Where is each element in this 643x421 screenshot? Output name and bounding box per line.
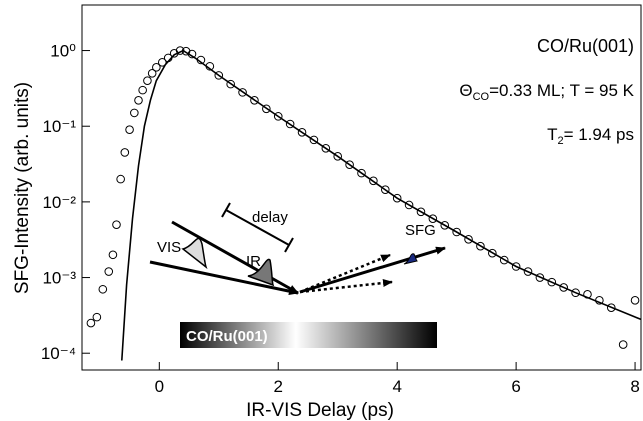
data-point — [511, 262, 521, 271]
data-point — [273, 112, 283, 121]
annotation-part: T — [547, 125, 557, 144]
data-point — [226, 79, 235, 89]
dotted-beam — [299, 253, 391, 294]
sfg-pulse — [403, 253, 418, 265]
annotation-part: = 1.94 ps — [564, 125, 634, 144]
data-point — [134, 96, 143, 105]
plot-frame — [81, 4, 642, 371]
y-tick-label: 10⁻³ — [42, 269, 76, 288]
data-point — [321, 144, 331, 153]
data-point — [285, 119, 295, 129]
y-tick-label: 10⁻² — [42, 193, 76, 212]
data-point — [464, 235, 473, 244]
surface-bar — [180, 322, 437, 348]
data-point — [440, 221, 450, 230]
delay-bracket — [225, 209, 290, 246]
sfg-label: SFG — [405, 222, 436, 239]
data-point — [130, 108, 139, 118]
vis-pulse — [181, 237, 208, 270]
data-point — [297, 128, 307, 137]
data-point — [250, 96, 259, 105]
data-point — [606, 303, 616, 312]
annotation: CO/Ru(001) — [537, 36, 634, 56]
x-axis-label: IR-VIS Delay (ps) — [246, 400, 394, 421]
y-tick-label: 10⁻⁴ — [41, 344, 76, 363]
data-point — [630, 296, 640, 305]
data-point — [416, 207, 426, 217]
annotation: ΘCO=0.33 ML; T = 95 K — [459, 81, 634, 103]
data-point — [104, 267, 114, 276]
data-point — [571, 288, 580, 298]
data-point — [98, 284, 108, 294]
data-point — [125, 125, 134, 134]
annotation-part: =0.33 ML; T = 95 K — [489, 81, 635, 100]
y-axis-label: SFG-Intensity (arb. units) — [12, 82, 33, 294]
x-tick-label: 6 — [511, 377, 520, 396]
x-tick-label: 4 — [392, 377, 401, 396]
data-point — [535, 273, 545, 282]
beam — [171, 220, 299, 295]
surface-label: CO/Ru(001) — [186, 328, 268, 345]
data-point — [333, 152, 343, 161]
data-point — [428, 214, 438, 223]
data-point — [547, 277, 557, 287]
data-point — [357, 168, 366, 178]
data-point — [499, 255, 509, 265]
data-point — [476, 241, 485, 251]
data-point — [404, 200, 414, 210]
sfg-beam — [299, 246, 446, 294]
inset-diagram: CO/Ru(001) delay VIS IR SFG — [149, 202, 446, 348]
data-point — [147, 69, 157, 78]
ir-pulse — [247, 258, 275, 287]
data-point — [214, 71, 224, 80]
data-point — [523, 267, 533, 276]
data-point — [488, 248, 497, 258]
annotation-sub: CO — [473, 91, 490, 103]
annotation-part: Θ — [459, 81, 472, 100]
delay-bracket — [284, 237, 294, 253]
y-tick-label: 10⁻¹ — [42, 117, 76, 136]
beam — [149, 260, 299, 296]
delay-bracket — [221, 202, 231, 218]
data-point — [452, 227, 461, 237]
data-point — [143, 76, 152, 85]
data-point — [108, 250, 118, 260]
data-point — [559, 283, 568, 292]
data-point — [120, 148, 130, 157]
vis-label: VIS — [157, 239, 181, 256]
data-point — [345, 160, 354, 170]
data-point — [116, 174, 125, 184]
data-point — [238, 88, 247, 97]
data-point — [86, 318, 96, 328]
data-point — [138, 85, 147, 95]
fit-line — [121, 49, 642, 361]
data-point — [369, 176, 378, 186]
data-point — [112, 220, 121, 229]
data-point — [392, 193, 402, 203]
y-tick-label: 10⁰ — [50, 42, 76, 61]
data-point — [618, 340, 628, 349]
x-tick-label: 0 — [155, 377, 164, 396]
plot-layer: 0 2 4 6 8 10⁻⁴ 10⁻³ 10⁻² 10⁻¹ 10⁰ — [41, 42, 642, 396]
annotation: T2= 1.94 ps — [547, 125, 634, 147]
data-point — [157, 57, 167, 67]
x-tick-label: 8 — [630, 377, 639, 396]
data-point — [262, 104, 271, 114]
x-tick-label: 2 — [274, 377, 283, 396]
annotation-sub: 2 — [557, 135, 563, 147]
ir-label: IR — [246, 253, 261, 270]
delay-label: delay — [252, 209, 288, 226]
data-point — [309, 135, 319, 145]
data-point — [92, 312, 102, 322]
data-point — [380, 185, 390, 194]
data-point — [152, 63, 161, 72]
